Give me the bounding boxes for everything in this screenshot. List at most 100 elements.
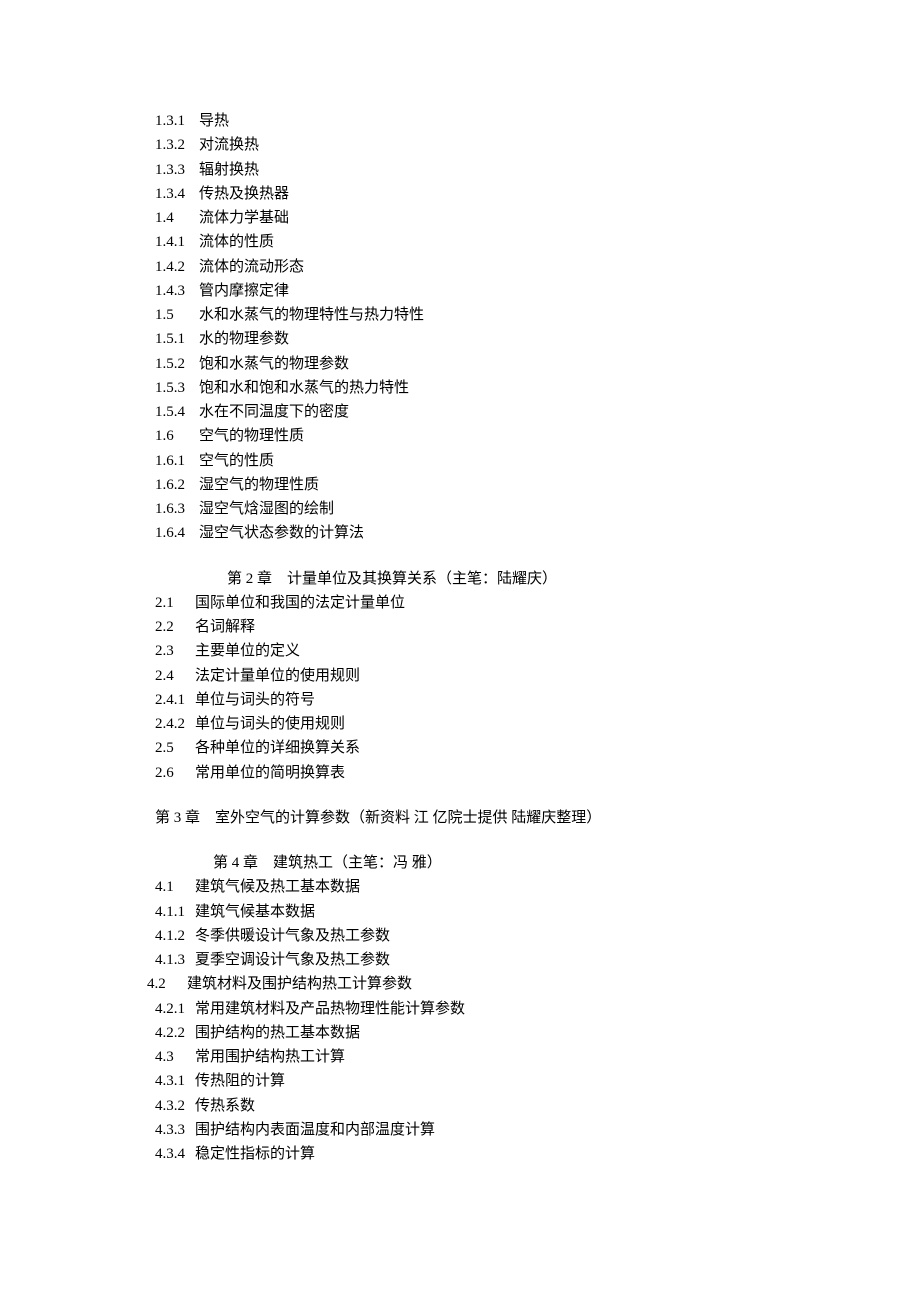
toc-num: 1.6.2 bbox=[155, 474, 185, 497]
toc-entry: 4.1.2 冬季供暖设计气象及热工参数 bbox=[155, 925, 765, 948]
toc-label: 对流换热 bbox=[199, 134, 259, 157]
toc-entry: 1.6.3 湿空气焓湿图的绘制 bbox=[155, 498, 765, 521]
toc-entry: 1.3.4 传热及换热器 bbox=[155, 183, 765, 206]
toc-num: 4.3.1 bbox=[155, 1070, 185, 1093]
toc-label: 传热系数 bbox=[195, 1095, 255, 1118]
toc-label: 水的物理参数 bbox=[199, 328, 289, 351]
toc-num: 1.6.4 bbox=[155, 522, 185, 545]
toc-entry: 2.3 主要单位的定义 bbox=[155, 640, 765, 663]
toc-label: 空气的物理性质 bbox=[199, 425, 304, 448]
toc-label: 名词解释 bbox=[195, 616, 255, 639]
toc-label: 水在不同温度下的密度 bbox=[199, 401, 349, 424]
toc-num: 2.6 bbox=[155, 762, 185, 785]
toc-entry: 1.5 水和水蒸气的物理特性与热力特性 bbox=[155, 304, 765, 327]
toc-entry: 2.6 常用单位的简明换算表 bbox=[155, 762, 765, 785]
toc-entry: 1.4.2流体的流动形态 bbox=[155, 256, 765, 279]
toc-entry: 1.6.2湿空气的物理性质 bbox=[155, 474, 765, 497]
toc-num: 4.2.1 bbox=[155, 998, 185, 1021]
toc-num: 2.5 bbox=[155, 737, 185, 760]
toc-label: 建筑材料及围护结构热工计算参数 bbox=[187, 973, 412, 996]
toc-entry: 4.2.1常用建筑材料及产品热物理性能计算参数 bbox=[155, 998, 765, 1021]
toc-entry: 4.1.3夏季空调设计气象及热工参数 bbox=[155, 949, 765, 972]
toc-num: 4.2.2 bbox=[155, 1022, 185, 1045]
toc-label: 各种单位的详细换算关系 bbox=[195, 737, 360, 760]
toc-label: 传热及换热器 bbox=[199, 183, 289, 206]
toc-num: 1.5.3 bbox=[155, 377, 185, 400]
toc-num: 4.1.2 bbox=[155, 925, 185, 948]
toc-label: 夏季空调设计气象及热工参数 bbox=[195, 949, 390, 972]
toc-label: 建筑气候基本数据 bbox=[195, 901, 315, 924]
toc-group-2: 2.1国际单位和我国的法定计量单位 2.2 名词解释 2.3 主要单位的定义 2.4… bbox=[155, 592, 765, 785]
toc-label: 湿空气状态参数的计算法 bbox=[199, 522, 364, 545]
toc-entry: 1.5.4 水在不同温度下的密度 bbox=[155, 401, 765, 424]
toc-entry: 2.5 各种单位的详细换算关系 bbox=[155, 737, 765, 760]
toc-label: 建筑气候及热工基本数据 bbox=[195, 876, 360, 899]
toc-entry: 1.5.3饱和水和饱和水蒸气的热力特性 bbox=[155, 377, 765, 400]
toc-label: 饱和水蒸气的物理参数 bbox=[199, 353, 349, 376]
toc-num: 1.5.4 bbox=[155, 401, 185, 424]
chapter-3-heading: 第 3 章 室外空气的计算参数（新资料 江 亿院士提供 陆耀庆整理） bbox=[155, 807, 765, 830]
chapter-2-heading: 第 2 章 计量单位及其换算关系（主笔：陆耀庆） bbox=[155, 568, 765, 591]
toc-entry: 2.1国际单位和我国的法定计量单位 bbox=[155, 592, 765, 615]
toc-num: 4.1 bbox=[155, 876, 185, 899]
toc-label: 湿空气焓湿图的绘制 bbox=[199, 498, 334, 521]
toc-num: 4.3.3 bbox=[155, 1119, 185, 1142]
toc-container: 1.3.1导热 1.3.2对流换热 1.3.3辐射换热 1.3.4传热及换热器 … bbox=[155, 110, 765, 1166]
toc-entry: 2.2 名词解释 bbox=[155, 616, 765, 639]
toc-entry: 1.3.3辐射换热 bbox=[155, 159, 765, 182]
toc-num: 2.1 bbox=[155, 592, 185, 615]
toc-num: 4.1.1 bbox=[155, 901, 185, 924]
toc-num: 2.3 bbox=[155, 640, 185, 663]
toc-entry: 4.3.2传热系数 bbox=[155, 1095, 765, 1118]
toc-entry: 4.2 建筑材料及围护结构热工计算参数 bbox=[147, 973, 765, 996]
toc-entry: 2.4法定计量单位的使用规则 bbox=[155, 665, 765, 688]
toc-entry: 4.3.3 围护结构内表面温度和内部温度计算 bbox=[155, 1119, 765, 1142]
toc-entry: 4.2.2 围护结构的热工基本数据 bbox=[155, 1022, 765, 1045]
toc-num: 4.2 bbox=[147, 973, 177, 996]
toc-label: 围护结构内表面温度和内部温度计算 bbox=[195, 1119, 435, 1142]
toc-label: 单位与词头的使用规则 bbox=[195, 713, 345, 736]
toc-label: 稳定性指标的计算 bbox=[195, 1143, 315, 1166]
toc-entry: 4.3.4 稳定性指标的计算 bbox=[155, 1143, 765, 1166]
toc-group-1: 1.3.1导热 1.3.2对流换热 1.3.3辐射换热 1.3.4传热及换热器 … bbox=[155, 110, 765, 546]
toc-entry: 1.4.3管内摩擦定律 bbox=[155, 280, 765, 303]
toc-num: 1.4 bbox=[155, 207, 185, 230]
toc-label: 围护结构的热工基本数据 bbox=[195, 1022, 360, 1045]
toc-label: 流体的流动形态 bbox=[199, 256, 304, 279]
toc-entry: 2.4.1单位与词头的符号 bbox=[155, 689, 765, 712]
toc-num: 4.3.4 bbox=[155, 1143, 185, 1166]
toc-num: 2.4.2 bbox=[155, 713, 185, 736]
toc-entry: 1.6.1空气的性质 bbox=[155, 450, 765, 473]
toc-num: 1.3.4 bbox=[155, 183, 185, 206]
toc-label: 传热阻的计算 bbox=[195, 1070, 285, 1093]
toc-group-4: 4.1 建筑气候及热工基本数据 4.1.1 建筑气候基本数据 4.1.2 冬季供暖设计… bbox=[155, 876, 765, 1166]
toc-label: 导热 bbox=[199, 110, 229, 133]
toc-label: 冬季供暖设计气象及热工参数 bbox=[195, 925, 390, 948]
toc-label: 水和水蒸气的物理特性与热力特性 bbox=[199, 304, 424, 327]
toc-label: 管内摩擦定律 bbox=[199, 280, 289, 303]
toc-num: 1.3.1 bbox=[155, 110, 185, 133]
toc-num: 4.3 bbox=[155, 1046, 185, 1069]
toc-entry: 1.3.2 对流换热 bbox=[155, 134, 765, 157]
toc-entry: 1.4流体力学基础 bbox=[155, 207, 765, 230]
toc-entry: 1.6.4 湿空气状态参数的计算法 bbox=[155, 522, 765, 545]
toc-label: 法定计量单位的使用规则 bbox=[195, 665, 360, 688]
toc-num: 2.2 bbox=[155, 616, 185, 639]
toc-label: 空气的性质 bbox=[199, 450, 274, 473]
toc-entry: 4.3.1 传热阻的计算 bbox=[155, 1070, 765, 1093]
toc-entry: 1.4.1流体的性质 bbox=[155, 231, 765, 254]
toc-label: 常用单位的简明换算表 bbox=[195, 762, 345, 785]
toc-num: 1.3.3 bbox=[155, 159, 185, 182]
toc-entry: 1.5.2 饱和水蒸气的物理参数 bbox=[155, 353, 765, 376]
toc-num: 1.3.2 bbox=[155, 134, 185, 157]
toc-entry: 4.3常用围护结构热工计算 bbox=[155, 1046, 765, 1069]
toc-num: 1.5.1 bbox=[155, 328, 185, 351]
chapter-4-heading: 第 4 章 建筑热工（主笔：冯 雅） bbox=[155, 852, 765, 875]
toc-num: 1.5.2 bbox=[155, 353, 185, 376]
toc-num: 1.6.3 bbox=[155, 498, 185, 521]
toc-label: 主要单位的定义 bbox=[195, 640, 300, 663]
toc-entry: 1.5.1 水的物理参数 bbox=[155, 328, 765, 351]
toc-entry: 4.1 建筑气候及热工基本数据 bbox=[155, 876, 765, 899]
toc-num: 1.6 bbox=[155, 425, 185, 448]
toc-num: 1.5 bbox=[155, 304, 185, 327]
